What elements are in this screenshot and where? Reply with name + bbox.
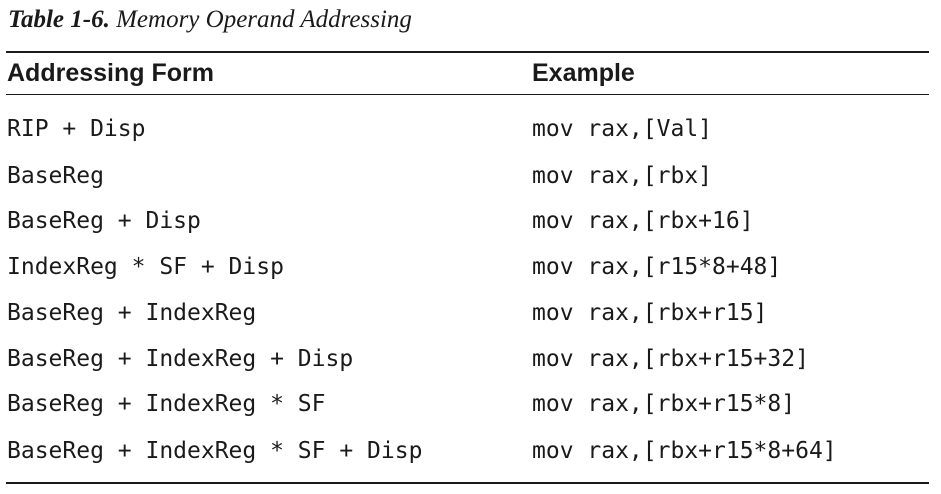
addressing-form-cell: BaseReg: [7, 163, 104, 189]
addressing-form-cell: RIP + Disp: [7, 116, 146, 142]
addressing-form-cell: BaseReg + IndexReg + Disp: [7, 346, 354, 372]
example-cell: mov rax,[r15*8+48]: [532, 254, 782, 280]
addressing-form-cell: BaseReg + IndexReg * SF + Disp: [7, 438, 423, 464]
example-cell: mov rax,[rbx+16]: [532, 208, 754, 234]
bottom-rule: [6, 482, 929, 484]
addressing-form-cell: BaseReg + IndexReg * SF: [7, 391, 326, 417]
table-number: Table 1-6.: [8, 6, 110, 33]
example-cell: mov rax,[rbx+r15*8+64]: [532, 438, 837, 464]
addressing-form-cell: BaseReg + IndexReg: [7, 300, 257, 326]
example-cell: mov rax,[rbx]: [532, 163, 713, 189]
top-rule: [6, 51, 929, 53]
header-rule: [6, 94, 929, 95]
example-cell: mov rax,[Val]: [532, 116, 713, 142]
addressing-form-cell: BaseReg + Disp: [7, 208, 201, 234]
column-header-addressing-form: Addressing Form: [7, 59, 214, 87]
addressing-form-cell: IndexReg * SF + Disp: [7, 254, 284, 280]
table-title: Memory Operand Addressing: [116, 6, 412, 33]
table-caption: Table 1-6. Memory Operand Addressing: [8, 4, 412, 36]
example-cell: mov rax,[rbx+r15]: [532, 300, 768, 326]
example-cell: mov rax,[rbx+r15+32]: [532, 346, 809, 372]
column-header-example: Example: [532, 59, 635, 87]
example-cell: mov rax,[rbx+r15*8]: [532, 391, 796, 417]
